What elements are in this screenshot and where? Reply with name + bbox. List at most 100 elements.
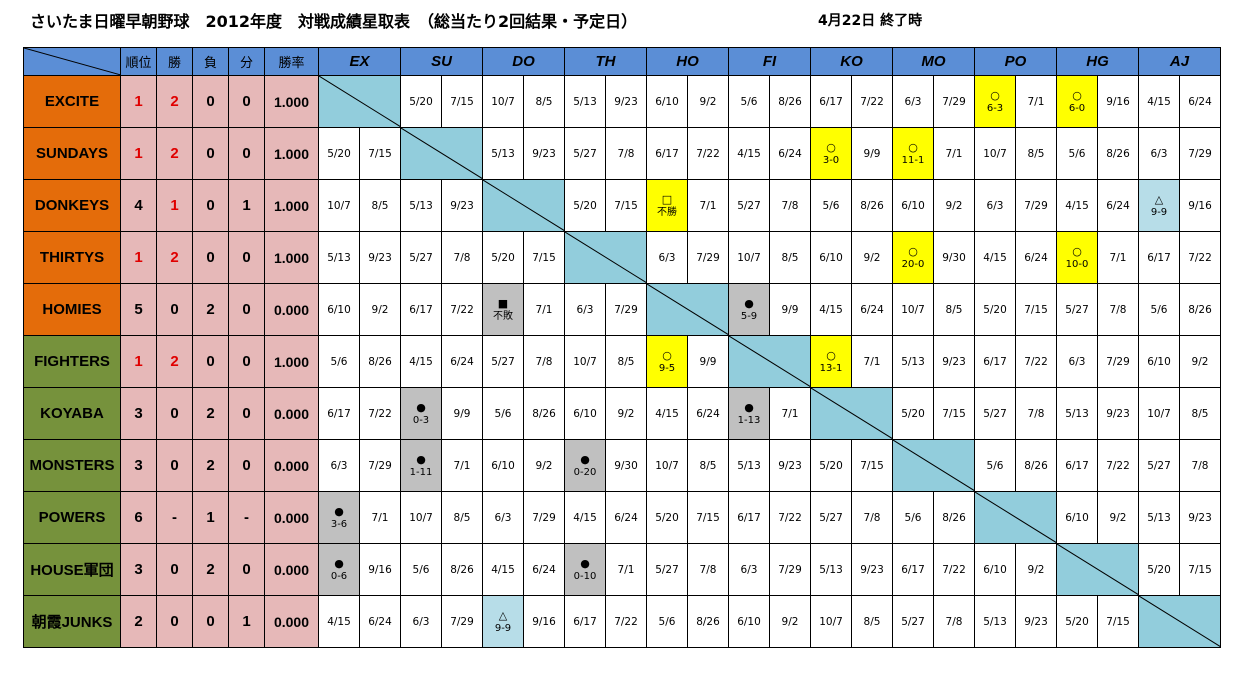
game-date: 6/24 (1097, 179, 1139, 232)
game-date: 7/15 (687, 491, 729, 544)
stat-losses: 0 (192, 127, 229, 180)
game-date: 5/20 (400, 75, 442, 128)
diagonal-line (811, 388, 892, 439)
game-date: 7/29 (687, 231, 729, 284)
result-symbol: △ (498, 608, 508, 622)
stat-losses: 0 (192, 75, 229, 128)
result-score: 0-20 (573, 466, 597, 478)
game-date: 6/17 (892, 543, 934, 596)
game-date: 7/8 (933, 595, 975, 648)
game-date: 7/8 (523, 335, 565, 388)
game-date: 5/20 (1138, 543, 1180, 596)
game-date: 7/8 (1097, 283, 1139, 336)
game-date: 5/13 (564, 75, 606, 128)
game-result: ● 0-3 (400, 387, 442, 440)
game-date: 7/29 (359, 439, 401, 492)
game-date: 10/7 (400, 491, 442, 544)
game-date: 7/1 (1015, 75, 1057, 128)
diagonal-line (483, 180, 564, 231)
stat-wins: 2 (156, 231, 193, 284)
game-date: 5/20 (318, 127, 360, 180)
game-date: 9/2 (1097, 491, 1139, 544)
game-date: 5/6 (1138, 283, 1180, 336)
stat-rank: 1 (120, 127, 157, 180)
result-symbol: ○ (908, 140, 918, 154)
game-date: 5/27 (892, 595, 934, 648)
team-name: THIRTYS (23, 231, 121, 284)
result-symbol: ○ (990, 88, 1000, 102)
stat-pct: 1.000 (264, 335, 319, 388)
result-symbol: ○ (826, 140, 836, 154)
game-date: 5/27 (974, 387, 1016, 440)
game-date: 6/10 (892, 179, 934, 232)
diagonal-line (565, 232, 646, 283)
table-row: FIGHTERS 1 2 0 0 1.000 5/6 8/26 4/15 6/24 5/27 7/8 1… (23, 335, 1221, 388)
game-date: 8/5 (1015, 127, 1057, 180)
game-date: 7/15 (933, 387, 975, 440)
game-result: ○ 6-0 (1056, 75, 1098, 128)
game-date: 9/9 (769, 283, 811, 336)
game-date: 9/16 (359, 543, 401, 596)
game-date: 7/22 (687, 127, 729, 180)
table-row: HOMIES 5 0 2 0 0.000 6/10 9/2 6/17 7/22 ■ 不敗 7/1 6/3 7… (23, 283, 1221, 336)
diagonal-line (401, 128, 482, 179)
game-date: 6/24 (1179, 75, 1221, 128)
stat-pct: 1.000 (264, 75, 319, 128)
game-date: 6/24 (851, 283, 893, 336)
game-date: 5/20 (810, 439, 852, 492)
game-date: 9/16 (1179, 179, 1221, 232)
game-date: 5/6 (892, 491, 934, 544)
result-score: 10-0 (1065, 258, 1089, 270)
game-date: 5/20 (646, 491, 688, 544)
game-date: 6/17 (1138, 231, 1180, 284)
game-date: 8/5 (769, 231, 811, 284)
game-date: 8/26 (1179, 283, 1221, 336)
stat-wins: 0 (156, 543, 193, 596)
game-date: 5/20 (974, 283, 1016, 336)
game-date: 9/23 (605, 75, 647, 128)
game-date: 7/1 (523, 283, 565, 336)
game-date: 8/5 (687, 439, 729, 492)
diagonal-line (893, 440, 974, 491)
result-score: 11-1 (901, 154, 925, 166)
game-date: 9/23 (769, 439, 811, 492)
result-symbol: ○ (908, 244, 918, 258)
game-date: 8/5 (441, 491, 483, 544)
stat-draws: 0 (228, 283, 265, 336)
game-date: 7/29 (769, 543, 811, 596)
game-date: 5/20 (482, 231, 524, 284)
game-date: 7/15 (1097, 595, 1139, 648)
diagonal-cell (318, 75, 401, 128)
result-score: 9-9 (1150, 206, 1168, 218)
diagonal-stroke (483, 180, 564, 231)
result-symbol: ○ (1072, 244, 1082, 258)
game-date: 6/17 (646, 127, 688, 180)
table-row: HOUSE軍団 3 0 2 0 0.000 ● 0-6 9/16 5/6 8/26 4/15 6/24 ●… (23, 543, 1221, 596)
game-date: 7/29 (441, 595, 483, 648)
team-name: KOYABA (23, 387, 121, 440)
header-team-hg: HG (1056, 47, 1139, 76)
game-date: 7/1 (933, 127, 975, 180)
table-row: KOYABA 3 0 2 0 0.000 6/17 7/22 ● 0-3 9/9 5/6 8/26 6/1… (23, 387, 1221, 440)
game-date: 6/3 (728, 543, 770, 596)
game-result: ● 1-11 (400, 439, 442, 492)
diagonal-line (647, 284, 728, 335)
result-score: 9-5 (658, 362, 676, 374)
stat-pct: 0.000 (264, 283, 319, 336)
header-team-th: TH (564, 47, 647, 76)
game-date: 6/3 (1138, 127, 1180, 180)
game-date: 10/7 (892, 283, 934, 336)
game-date: 10/7 (646, 439, 688, 492)
header-team-mo: MO (892, 47, 975, 76)
stat-wins: 0 (156, 283, 193, 336)
game-result: ● 0-20 (564, 439, 606, 492)
game-date: 8/26 (441, 543, 483, 596)
result-score: 6-3 (986, 102, 1004, 114)
game-date: 5/6 (482, 387, 524, 440)
game-date: 7/8 (1179, 439, 1221, 492)
game-date: 9/2 (1179, 335, 1221, 388)
game-date: 8/5 (523, 75, 565, 128)
header-rank: 順位 (120, 47, 157, 76)
game-date: 7/8 (851, 491, 893, 544)
stat-rank: 4 (120, 179, 157, 232)
